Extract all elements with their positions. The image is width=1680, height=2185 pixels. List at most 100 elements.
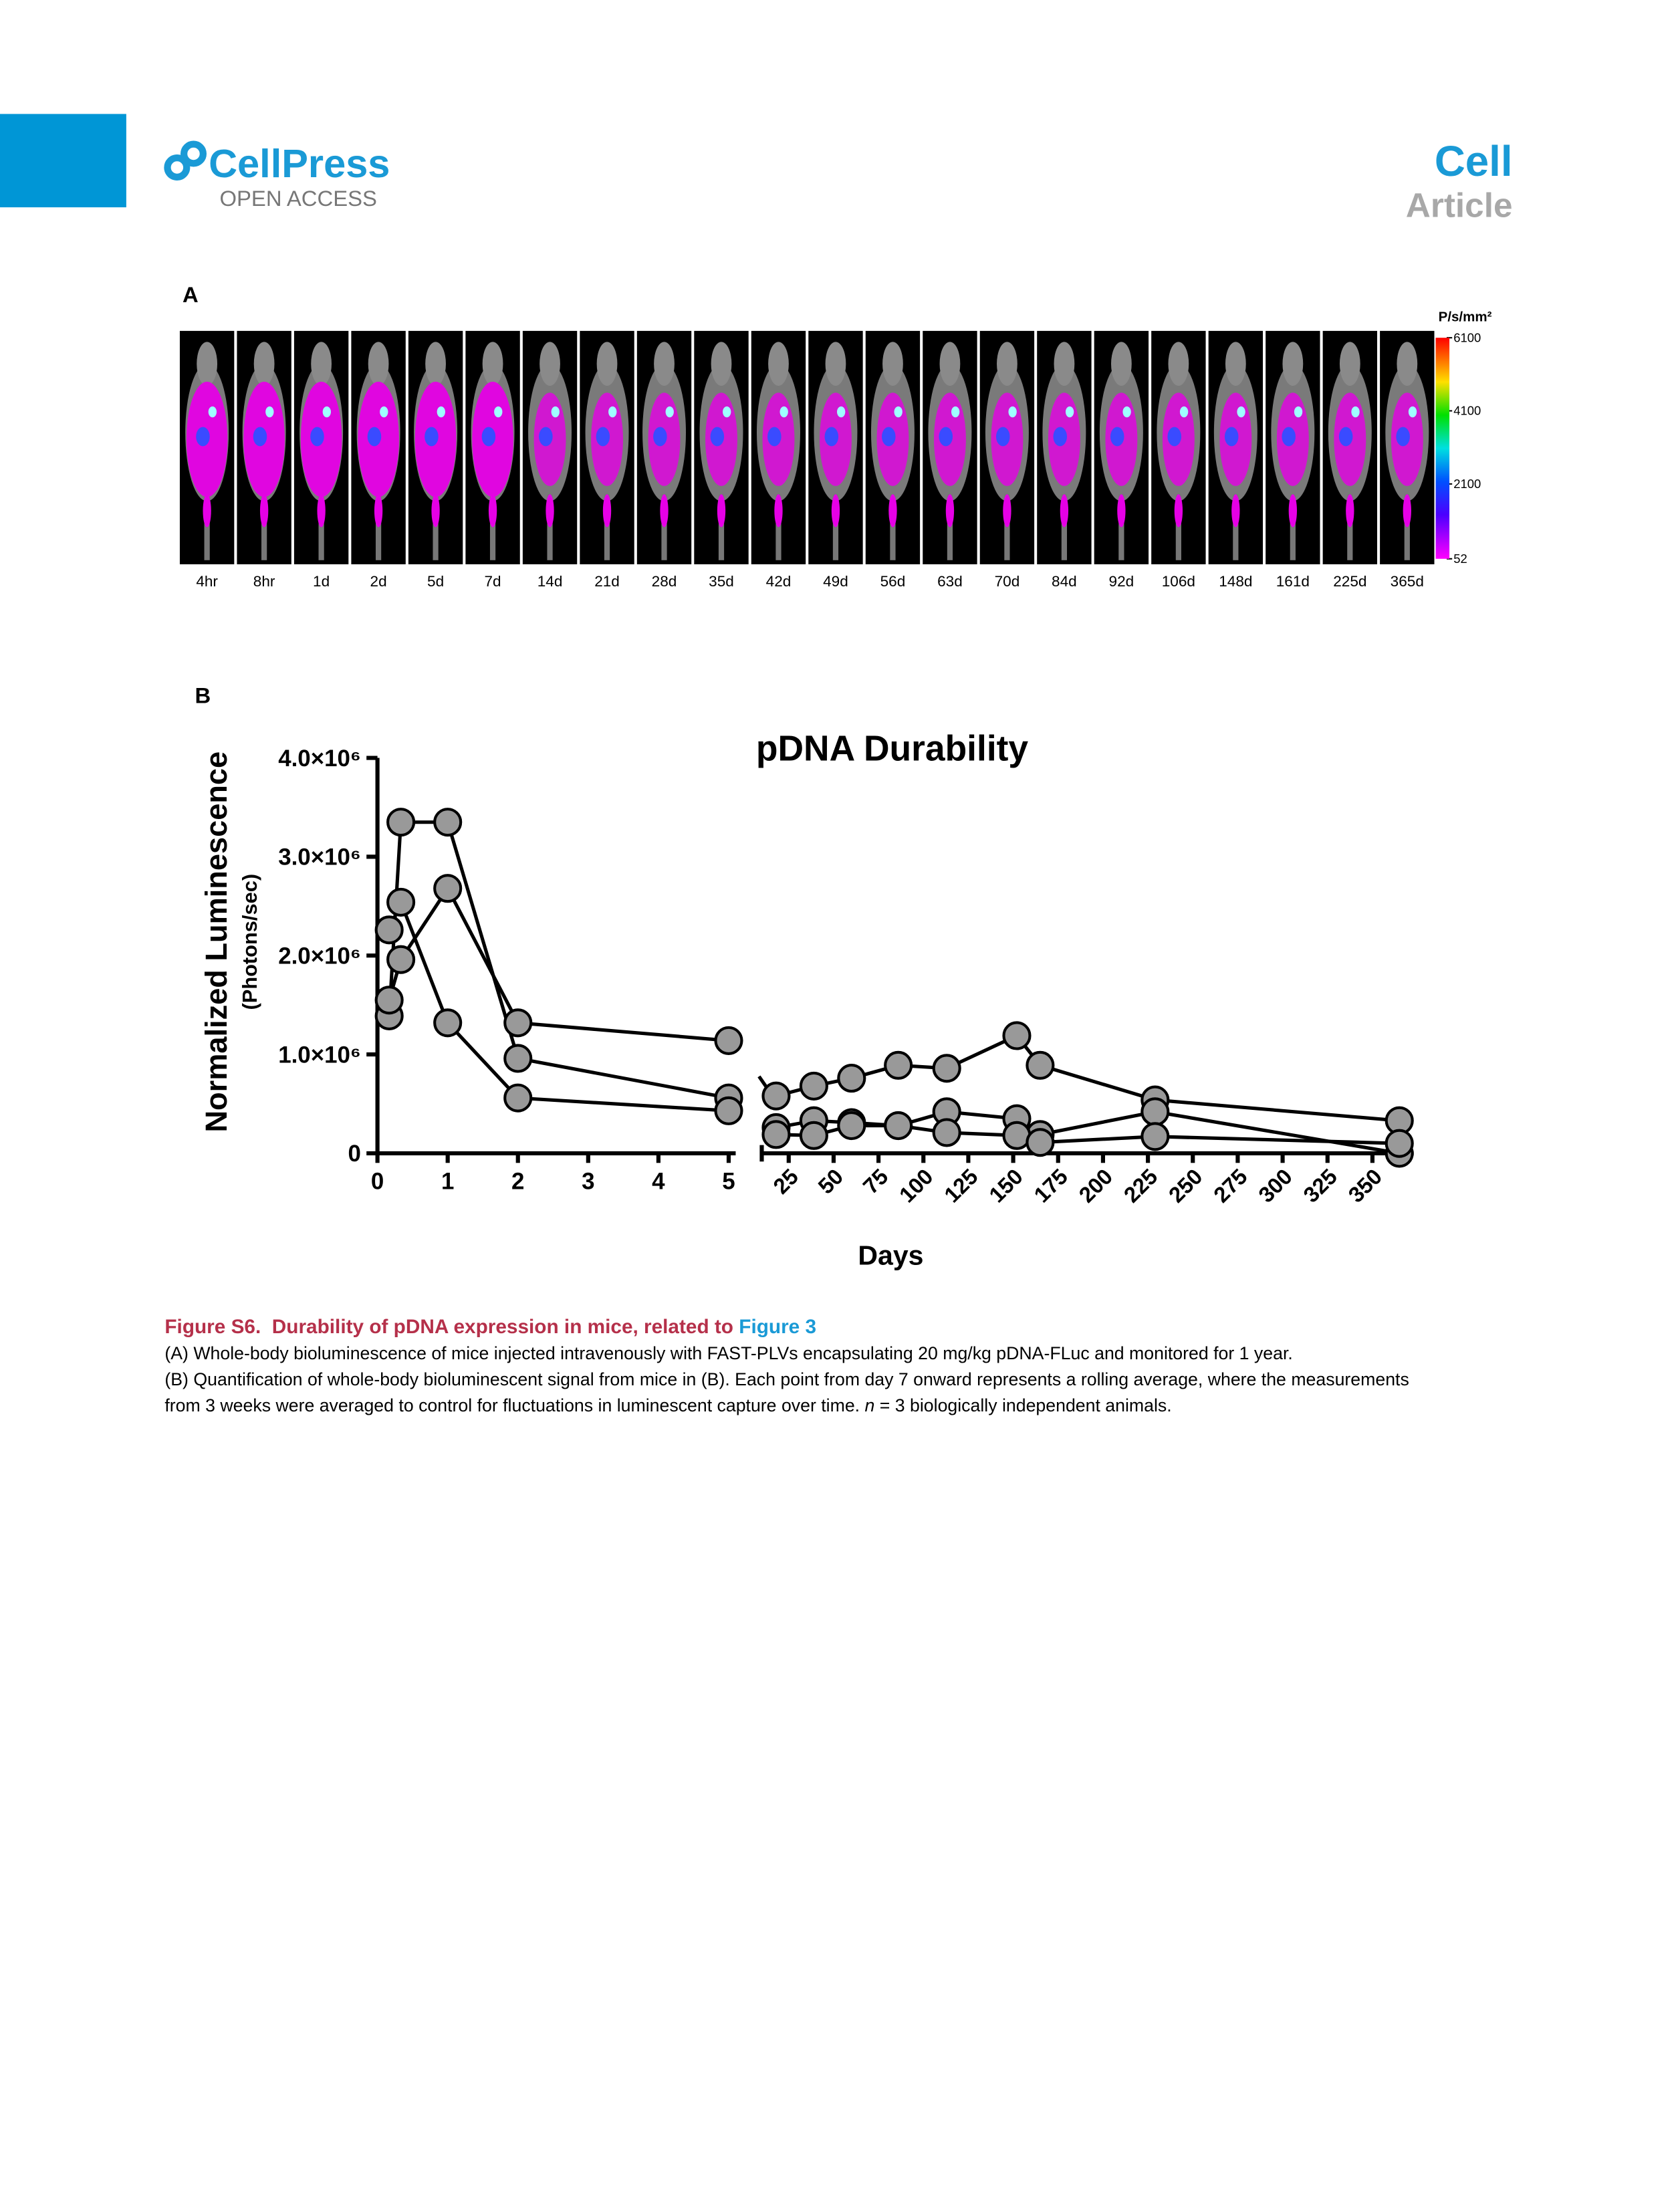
x2-tick-label: 275 bbox=[1209, 1164, 1252, 1208]
signal bbox=[481, 427, 496, 447]
signal bbox=[310, 427, 324, 447]
signal bbox=[1003, 494, 1011, 528]
data-point bbox=[1026, 1128, 1055, 1157]
data-point bbox=[386, 808, 416, 837]
data-point bbox=[714, 1096, 743, 1125]
cellpress-logo bbox=[164, 140, 207, 181]
data-point bbox=[433, 874, 463, 903]
time-label: 148d bbox=[1219, 573, 1252, 590]
data-point bbox=[837, 1111, 866, 1141]
signal bbox=[939, 427, 953, 447]
x-tick-label: 4 bbox=[652, 1168, 665, 1194]
mouse-head bbox=[253, 342, 275, 386]
x2-tick-label: 25 bbox=[768, 1164, 803, 1199]
mouse-tail bbox=[204, 494, 210, 560]
x-tick-label: 1 bbox=[441, 1168, 454, 1194]
journal: Cell bbox=[1435, 138, 1513, 185]
series-line bbox=[775, 1033, 1400, 1123]
mouse-tail bbox=[775, 494, 782, 560]
mouse-head bbox=[596, 342, 618, 386]
mouse-tail bbox=[375, 494, 382, 560]
x2-tick-label: 200 bbox=[1074, 1164, 1117, 1208]
signal bbox=[710, 427, 725, 447]
series-line bbox=[775, 1110, 1400, 1155]
y-tick-label: 4.0×10⁶ bbox=[278, 745, 361, 772]
data-point bbox=[1385, 1129, 1414, 1158]
mouse-tail bbox=[661, 494, 667, 560]
signal bbox=[322, 406, 331, 418]
x2-tick-label: 75 bbox=[858, 1164, 892, 1199]
y-tick-label: 2.0×10⁶ bbox=[278, 943, 361, 969]
time-label: 7d bbox=[485, 573, 501, 590]
data-point bbox=[932, 1118, 961, 1147]
data-point bbox=[799, 1121, 828, 1150]
article-type: Article bbox=[1406, 186, 1513, 224]
mouse-head bbox=[1054, 342, 1075, 386]
signal bbox=[894, 406, 903, 418]
signal bbox=[539, 427, 553, 447]
time-label: 2d bbox=[370, 573, 387, 590]
signal bbox=[1008, 406, 1017, 418]
data-point bbox=[374, 915, 404, 945]
mouse-tail bbox=[604, 494, 610, 560]
mouse-head bbox=[711, 342, 732, 386]
signal bbox=[824, 427, 839, 447]
mouse-tail bbox=[947, 494, 953, 560]
mouse-head bbox=[1339, 342, 1360, 386]
mouse-tail bbox=[832, 494, 839, 560]
signal bbox=[259, 494, 269, 528]
signal bbox=[1408, 406, 1417, 418]
signal bbox=[551, 406, 560, 418]
figure-link[interactable]: Figure 3 bbox=[739, 1316, 816, 1338]
signal bbox=[995, 427, 1010, 447]
time-label: 161d bbox=[1276, 573, 1310, 590]
signal bbox=[1122, 406, 1131, 418]
signal bbox=[888, 494, 897, 528]
signal bbox=[253, 427, 267, 447]
x-tick-label: 2 bbox=[511, 1168, 524, 1194]
data-point bbox=[884, 1050, 913, 1080]
mouse-tail bbox=[489, 494, 496, 560]
chart-title: pDNA Durability bbox=[756, 729, 1029, 769]
y-axis-subtitle: (Photons/sec) bbox=[238, 874, 261, 1010]
mouse-head bbox=[1397, 342, 1418, 386]
time-label: 56d bbox=[880, 573, 906, 590]
signal bbox=[660, 494, 669, 528]
signal bbox=[1060, 494, 1069, 528]
time-label: 5d bbox=[427, 573, 444, 590]
colorbar bbox=[1435, 338, 1450, 559]
x2-tick-label: 225 bbox=[1119, 1164, 1163, 1208]
mouse-head bbox=[368, 342, 389, 386]
time-label: 14d bbox=[537, 573, 563, 590]
mouse-tail bbox=[1233, 494, 1239, 560]
signal bbox=[1294, 406, 1303, 418]
time-label: 365d bbox=[1391, 573, 1424, 590]
x2-tick-label: 300 bbox=[1253, 1164, 1297, 1208]
signal bbox=[1117, 494, 1126, 528]
colorbar-title: P/s/mm² bbox=[1439, 310, 1492, 325]
y-tick-label: 1.0×10⁶ bbox=[278, 1042, 361, 1068]
signal bbox=[1282, 427, 1296, 447]
signal bbox=[602, 494, 612, 528]
x2-tick-label: 175 bbox=[1029, 1164, 1072, 1208]
signal bbox=[831, 494, 840, 528]
data-point bbox=[1141, 1122, 1170, 1151]
mouse-head bbox=[825, 342, 846, 386]
signal bbox=[317, 494, 326, 528]
time-label: 35d bbox=[709, 573, 734, 590]
signal bbox=[767, 427, 782, 447]
time-label: 63d bbox=[937, 573, 963, 590]
colorbar-label: 2100 bbox=[1453, 477, 1481, 491]
mouse-head bbox=[311, 342, 332, 386]
x2-tick-label: 350 bbox=[1343, 1164, 1387, 1208]
mouse-tail bbox=[1061, 494, 1068, 560]
signal bbox=[546, 494, 554, 528]
signal bbox=[653, 427, 667, 447]
mouse-head bbox=[939, 342, 961, 386]
mouse-tail bbox=[890, 494, 896, 560]
signal bbox=[951, 406, 960, 418]
mouse-head bbox=[425, 342, 446, 386]
mouse-head bbox=[1110, 342, 1132, 386]
